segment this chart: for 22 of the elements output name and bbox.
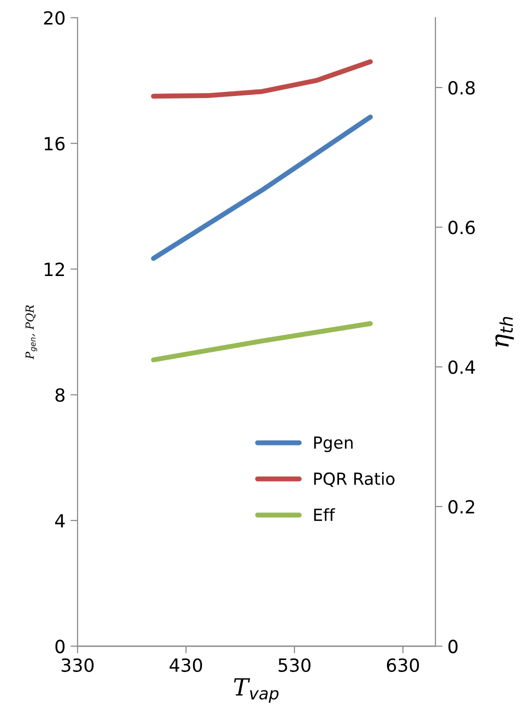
y-tick-label: 12 [44,262,64,276]
y-tick-label: 20 [44,11,65,25]
x-tick-label: 330 [62,658,94,672]
y-axis-title: P$_{gen}$, PQR [25,305,38,360]
y2-tick-label: 0.6 [448,220,475,234]
y-tick-label: 0 [55,640,65,654]
y-tick-label: 8 [55,388,65,402]
x-tick-label: 530 [278,658,310,672]
y2-tick-label: 0.4 [448,360,475,374]
x-tick-label: 430 [170,658,202,672]
legend-label: Pgen [314,436,353,452]
line-series [151,59,373,99]
y-tick-label: 4 [55,514,65,528]
y2-tick-label: 0 [448,640,458,654]
y2-tick-label: 0.8 [448,80,475,95]
legend-label: Eff [314,508,336,521]
legend-label: PQR Ratio [314,472,394,487]
x-tick-label: 630 [386,658,419,672]
x-axis-title: T$_{vap}$ [234,678,279,703]
y-tick-label: 16 [44,136,65,150]
y2-axis-title: η$_{th}$ [495,316,514,347]
y2-tick-label: 0.2 [448,500,474,514]
